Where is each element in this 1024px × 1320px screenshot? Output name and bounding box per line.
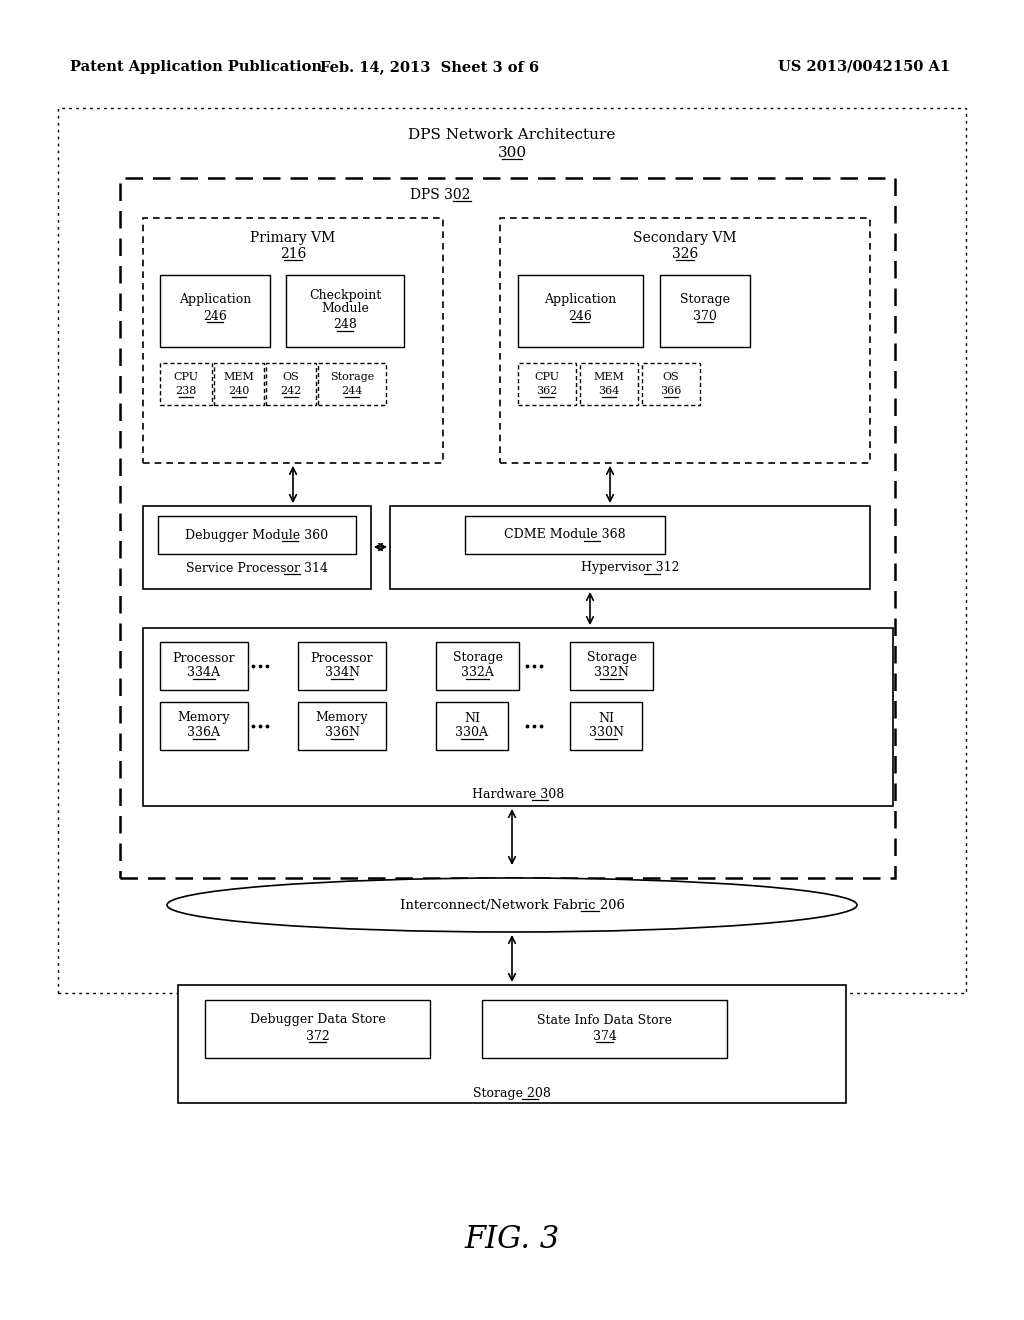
Text: 330N: 330N — [589, 726, 624, 739]
Bar — [660, 275, 750, 347]
Text: 332N: 332N — [594, 667, 629, 680]
Text: 238: 238 — [175, 385, 197, 396]
Text: MEM: MEM — [223, 372, 254, 381]
Bar — [214, 363, 264, 405]
Text: 300: 300 — [498, 147, 526, 160]
Bar — [390, 506, 870, 589]
Text: 330A: 330A — [456, 726, 488, 739]
Text: CPU: CPU — [173, 372, 199, 381]
Bar — [205, 1001, 430, 1059]
Text: NI: NI — [598, 711, 614, 725]
Text: Processor: Processor — [310, 652, 374, 664]
Bar — [143, 506, 371, 589]
Text: 240: 240 — [228, 385, 250, 396]
Bar — [160, 702, 248, 750]
Bar — [518, 275, 643, 347]
Text: Storage: Storage — [330, 372, 374, 381]
Text: 244: 244 — [341, 385, 362, 396]
Text: 364: 364 — [598, 385, 620, 396]
Text: OS: OS — [283, 372, 299, 381]
Text: Feb. 14, 2013  Sheet 3 of 6: Feb. 14, 2013 Sheet 3 of 6 — [321, 59, 540, 74]
Bar — [298, 642, 386, 690]
Text: Module: Module — [322, 302, 369, 315]
Text: Application: Application — [179, 293, 251, 306]
Text: 216: 216 — [280, 247, 306, 261]
Bar — [120, 178, 895, 878]
Bar — [465, 516, 665, 554]
Bar — [160, 642, 248, 690]
Text: 366: 366 — [660, 385, 682, 396]
Text: 370: 370 — [693, 309, 717, 322]
Text: Application: Application — [545, 293, 616, 306]
Text: 362: 362 — [537, 385, 558, 396]
Text: DPS 302: DPS 302 — [410, 187, 470, 202]
Bar — [318, 363, 386, 405]
Bar — [58, 108, 966, 993]
Ellipse shape — [167, 878, 857, 932]
Bar — [436, 702, 508, 750]
Text: Memory: Memory — [178, 711, 230, 725]
Text: Service Processor 314: Service Processor 314 — [186, 561, 328, 574]
Bar — [160, 275, 270, 347]
Text: US 2013/0042150 A1: US 2013/0042150 A1 — [778, 59, 950, 74]
Bar — [436, 642, 519, 690]
Bar — [570, 642, 653, 690]
Text: Primary VM: Primary VM — [251, 231, 336, 246]
Text: Checkpoint: Checkpoint — [309, 289, 381, 301]
Text: Processor: Processor — [173, 652, 236, 664]
Text: OS: OS — [663, 372, 679, 381]
Text: 246: 246 — [568, 309, 593, 322]
Text: Hypervisor 312: Hypervisor 312 — [581, 561, 679, 574]
Bar — [500, 218, 870, 463]
Text: 326: 326 — [672, 247, 698, 261]
Text: Hardware 308: Hardware 308 — [472, 788, 564, 800]
Text: Storage 208: Storage 208 — [473, 1086, 551, 1100]
Text: DPS Network Architecture: DPS Network Architecture — [409, 128, 615, 143]
Text: 334A: 334A — [187, 667, 220, 680]
Bar — [518, 363, 575, 405]
Bar — [642, 363, 700, 405]
Text: 336A: 336A — [187, 726, 220, 739]
Text: CPU: CPU — [535, 372, 559, 381]
Bar — [158, 516, 356, 554]
Text: 334N: 334N — [325, 667, 359, 680]
Text: Debugger Module 360: Debugger Module 360 — [185, 528, 329, 541]
Bar — [482, 1001, 727, 1059]
Text: Debugger Data Store: Debugger Data Store — [250, 1014, 385, 1027]
Text: FIG. 3: FIG. 3 — [464, 1225, 560, 1255]
Text: Interconnect/Network Fabric 206: Interconnect/Network Fabric 206 — [399, 899, 625, 912]
Text: 374: 374 — [593, 1030, 616, 1043]
Bar — [143, 628, 893, 807]
Text: Storage: Storage — [680, 293, 730, 306]
Text: Storage: Storage — [453, 652, 503, 664]
Bar — [178, 985, 846, 1104]
Text: 372: 372 — [305, 1030, 330, 1043]
Text: 248: 248 — [333, 318, 357, 331]
Bar — [570, 702, 642, 750]
Bar — [298, 702, 386, 750]
Text: 332A: 332A — [461, 667, 494, 680]
Bar — [143, 218, 443, 463]
Text: 336N: 336N — [325, 726, 359, 739]
Text: 246: 246 — [203, 309, 227, 322]
Text: MEM: MEM — [594, 372, 625, 381]
Text: Secondary VM: Secondary VM — [633, 231, 736, 246]
Text: State Info Data Store: State Info Data Store — [537, 1014, 672, 1027]
Text: Storage: Storage — [587, 652, 637, 664]
Text: 242: 242 — [281, 385, 302, 396]
Text: NI: NI — [464, 711, 480, 725]
Text: CDME Module 368: CDME Module 368 — [504, 528, 626, 541]
Bar — [266, 363, 316, 405]
Text: Memory: Memory — [315, 711, 369, 725]
Bar — [580, 363, 638, 405]
Bar — [286, 275, 404, 347]
Bar — [160, 363, 212, 405]
Text: Patent Application Publication: Patent Application Publication — [70, 59, 322, 74]
